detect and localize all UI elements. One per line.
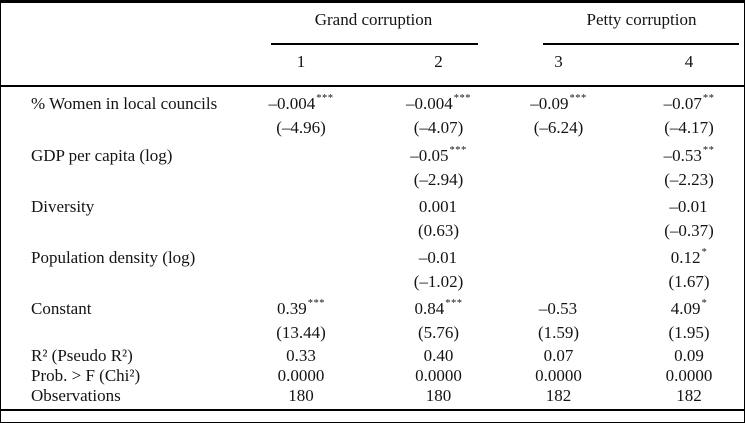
t-statistic: (1.59) <box>537 323 580 342</box>
significance-stars: *** <box>569 92 587 104</box>
coefficient-value: –0.004*** <box>406 92 471 113</box>
coef-cell: 0.001 (0.63) <box>366 193 511 244</box>
coefficient-value: –0.07** <box>663 92 715 113</box>
significance-stars: *** <box>316 92 334 104</box>
significance-stars: *** <box>307 297 325 309</box>
coef-cell: –0.07** (–4.17) <box>606 85 744 142</box>
bottom-rule <box>1 409 744 411</box>
column-header-3: 3 <box>554 52 563 71</box>
row-label-population-density: Population density (log) <box>31 248 196 267</box>
t-statistic: (13.44) <box>276 323 326 342</box>
coef-cell: –0.09*** (–6.24) <box>511 85 606 142</box>
t-statistic: (–2.94) <box>413 170 464 189</box>
coefficient-value: 0.12* <box>670 246 708 267</box>
summary-value: 0.33 <box>286 346 316 365</box>
significance-stars: * <box>701 246 708 258</box>
row-label-gdp: GDP per capita (log) <box>31 146 173 165</box>
t-statistic: (–1.02) <box>413 272 464 291</box>
grand-corruption-underline <box>271 43 478 45</box>
coef-cell: –0.004*** (–4.07) <box>366 85 511 142</box>
coefficient-value: –0.05*** <box>410 144 467 165</box>
summary-value: 182 <box>545 386 572 405</box>
significance-stars: * <box>701 297 708 309</box>
coefficient-value: –0.004*** <box>268 92 334 113</box>
coefficient-value: –0.53** <box>663 144 715 165</box>
column-group-grand-corruption: Grand corruption <box>236 1 511 41</box>
coef-cell-empty <box>511 244 606 295</box>
coefficient-value: –0.01 <box>418 248 458 267</box>
row-label-constant: Constant <box>31 299 92 318</box>
t-statistic: (–6.24) <box>533 118 584 137</box>
coef-cell: –0.01 (–0.37) <box>606 193 744 244</box>
t-statistic: (1.95) <box>668 323 710 342</box>
column-group-label: Petty corruption <box>586 10 697 29</box>
row-label-r-squared: R² (Pseudo R²) <box>31 346 133 365</box>
summary-value: 0.0000 <box>415 366 462 385</box>
summary-value: 182 <box>676 386 702 405</box>
column-header-2: 2 <box>434 52 443 71</box>
coefficient-value: 0.001 <box>418 197 458 216</box>
coef-cell: –0.53 (1.59) <box>511 295 606 346</box>
row-label-women-councils: % Women in local councils <box>31 94 218 113</box>
coef-cell-empty <box>236 142 366 193</box>
summary-value: 0.0000 <box>277 366 325 385</box>
summary-value: 0.0000 <box>665 366 713 385</box>
summary-value: 0.09 <box>674 346 704 365</box>
t-statistic: (0.63) <box>417 221 460 240</box>
coef-cell-empty <box>511 193 606 244</box>
coef-cell-empty <box>236 193 366 244</box>
coef-cell: –0.004*** (–4.96) <box>236 85 366 142</box>
summary-value: 180 <box>425 386 452 405</box>
coef-cell: –0.01 (–1.02) <box>366 244 511 295</box>
summary-value: 0.40 <box>423 346 454 365</box>
coef-cell: –0.05*** (–2.94) <box>366 142 511 193</box>
t-statistic: (–4.96) <box>276 118 326 137</box>
coef-cell: –0.53** (–2.23) <box>606 142 744 193</box>
column-group-label: Grand corruption <box>314 10 433 29</box>
corner-cell <box>1 1 236 41</box>
summary-value: 0.07 <box>543 346 574 365</box>
t-statistic: (–4.07) <box>413 118 464 137</box>
t-statistic: (5.76) <box>417 323 460 342</box>
t-statistic: (–4.17) <box>664 118 714 137</box>
coefficient-value: –0.09*** <box>530 92 587 113</box>
column-header-1: 1 <box>296 52 306 71</box>
coefficient-value: –0.53 <box>538 299 578 318</box>
significance-stars: ** <box>702 92 715 104</box>
coef-cell: 0.39*** (13.44) <box>236 295 366 346</box>
column-header-4: 4 <box>684 52 694 71</box>
coef-cell: 4.09* (1.95) <box>606 295 744 346</box>
significance-stars: *** <box>449 144 467 156</box>
summary-value: 180 <box>288 386 314 405</box>
petty-corruption-underline <box>543 43 739 45</box>
summary-value: 0.0000 <box>535 366 582 385</box>
coefficient-value: –0.01 <box>669 197 708 216</box>
t-statistic: (–2.23) <box>664 170 714 189</box>
significance-stars: *** <box>453 92 471 104</box>
column-group-petty-corruption: Petty corruption <box>511 1 744 41</box>
regression-table: Grand corruption Petty corruption 1 2 3 … <box>1 1 744 406</box>
coefficient-value: 4.09* <box>670 297 708 318</box>
t-statistic: (–0.37) <box>664 221 714 240</box>
coef-cell: 0.12* (1.67) <box>606 244 744 295</box>
row-label-observations: Observations <box>31 386 121 405</box>
coef-cell: 0.84*** (5.76) <box>366 295 511 346</box>
coefficient-value: 0.39*** <box>277 297 325 318</box>
coefficient-value: 0.84*** <box>414 297 463 318</box>
coef-cell-empty <box>236 244 366 295</box>
row-label-prob-f: Prob. > F (Chi²) <box>31 366 141 385</box>
t-statistic: (1.67) <box>668 272 710 291</box>
coef-cell-empty <box>511 142 606 193</box>
row-label-diversity: Diversity <box>31 197 95 216</box>
header-rule <box>1 85 744 87</box>
top-rule <box>1 1 744 3</box>
significance-stars: *** <box>445 297 463 309</box>
corner-cell <box>1 41 236 85</box>
significance-stars: ** <box>702 144 715 156</box>
